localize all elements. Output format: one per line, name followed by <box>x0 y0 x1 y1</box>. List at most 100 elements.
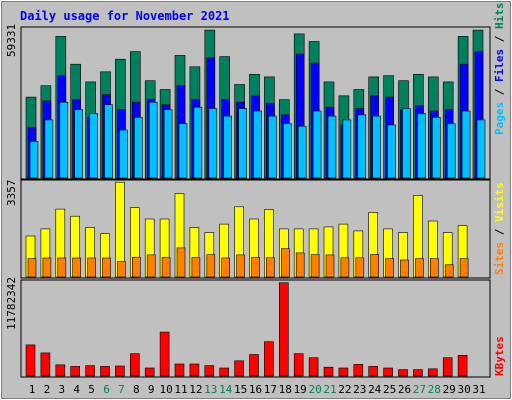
bar-pages-day-23 <box>357 114 367 179</box>
day-label-10: 10 <box>159 383 172 396</box>
day-label-21: 21 <box>323 383 336 396</box>
axis-label-part-visits: Visits <box>493 182 506 222</box>
day-label-3: 3 <box>58 383 65 396</box>
bar-kbytes-day-24 <box>368 366 379 377</box>
bar-sites-day-5 <box>87 257 96 278</box>
bar-kbytes-day-9 <box>144 367 155 377</box>
bar-pages-day-18 <box>282 123 292 179</box>
bar-kbytes-day-29 <box>442 357 453 377</box>
bar-kbytes-day-21 <box>323 366 334 377</box>
bar-pages-day-15 <box>238 108 247 179</box>
bar-sites-day-8 <box>132 256 141 278</box>
bar-kbytes-day-7 <box>115 365 125 377</box>
bar-sites-day-19 <box>295 252 305 278</box>
bar-kbytes-day-30 <box>457 354 468 377</box>
bar-pages-day-30 <box>461 110 471 179</box>
day-label-24: 24 <box>368 383 382 396</box>
day-label-7: 7 <box>118 383 125 396</box>
day-label-13: 13 <box>204 383 217 396</box>
panel-3-axis-label: KBytes <box>493 336 506 376</box>
bar-kbytes-day-20 <box>308 357 319 377</box>
bar-pages-day-4 <box>74 109 83 179</box>
axis-label-part-hits: Hits <box>493 3 506 30</box>
bar-pages-day-3 <box>59 101 69 179</box>
bar-sites-day-16 <box>251 257 260 278</box>
bar-kbytes-day-1 <box>25 344 36 377</box>
bar-pages-day-12 <box>193 106 203 179</box>
bar-kbytes-day-22 <box>338 367 349 377</box>
bar-pages-day-28 <box>431 117 441 179</box>
bar-sites-day-26 <box>400 259 409 278</box>
day-label-19: 19 <box>294 383 307 396</box>
day-label-25: 25 <box>383 383 396 396</box>
bar-pages-day-8 <box>134 117 143 179</box>
bar-pages-day-21 <box>327 115 337 179</box>
bar-kbytes-day-4 <box>70 366 80 377</box>
bar-pages-day-26 <box>402 108 411 179</box>
day-label-29: 29 <box>443 383 456 396</box>
bar-sites-day-7 <box>117 261 126 278</box>
bar-sites-day-10 <box>161 257 171 278</box>
bar-pages-day-16 <box>253 110 262 179</box>
bar-sites-day-1 <box>27 258 37 278</box>
bar-sites-day-29 <box>444 264 454 278</box>
bar-sites-day-22 <box>340 257 350 278</box>
panel-2-axis-label: Sites / Visits <box>493 182 506 275</box>
day-label-31: 31 <box>472 383 485 396</box>
bar-sites-day-25 <box>385 258 394 278</box>
bar-pages-day-17 <box>268 115 277 179</box>
bar-sites-day-11 <box>176 247 186 278</box>
bar-pages-day-13 <box>208 108 218 179</box>
bar-kbytes-day-3 <box>55 364 66 377</box>
axis-label-part--: / <box>493 222 506 242</box>
bar-kbytes-day-14 <box>219 367 229 377</box>
bar-pages-day-10 <box>163 109 173 179</box>
day-label-17: 17 <box>264 383 277 396</box>
day-label-27: 27 <box>413 383 426 396</box>
bar-pages-day-19 <box>297 125 307 179</box>
panel-3-max-label: 11782342 <box>5 277 18 330</box>
bar-kbytes-day-19 <box>293 353 304 377</box>
bar-kbytes-day-6 <box>100 366 110 377</box>
bar-kbytes-day-18 <box>278 282 289 377</box>
bar-sites-day-3 <box>57 257 67 278</box>
bar-sites-day-20 <box>310 254 320 278</box>
bar-pages-day-14 <box>223 115 232 179</box>
bar-sites-day-13 <box>206 254 216 278</box>
bar-kbytes-day-13 <box>204 365 215 377</box>
axis-label-part--: / <box>493 82 506 102</box>
bar-sites-day-15 <box>236 254 245 278</box>
bar-kbytes-day-28 <box>427 368 438 377</box>
day-label-4: 4 <box>73 383 80 396</box>
bar-kbytes-day-15 <box>234 360 244 377</box>
bar-sites-day-6 <box>102 257 111 278</box>
bar-sites-day-24 <box>370 254 380 278</box>
panel-2-max-label: 3357 <box>5 180 18 207</box>
bar-sites-day-18 <box>280 248 290 278</box>
day-label-22: 22 <box>338 383 351 396</box>
day-label-20: 20 <box>308 383 321 396</box>
bar-kbytes-day-11 <box>174 363 185 377</box>
bar-pages-day-27 <box>417 113 426 179</box>
bar-sites-day-30 <box>459 258 469 278</box>
chart-title: Daily usage for November 2021 <box>20 9 230 23</box>
day-label-2: 2 <box>44 383 51 396</box>
day-label-30: 30 <box>457 383 470 396</box>
day-label-28: 28 <box>428 383 441 396</box>
day-label-18: 18 <box>279 383 292 396</box>
day-label-11: 11 <box>174 383 187 396</box>
bar-kbytes-day-2 <box>40 352 51 377</box>
bar-sites-day-23 <box>355 257 365 278</box>
bar-kbytes-day-26 <box>398 369 408 377</box>
axis-label-part--: / <box>493 29 506 49</box>
axis-label-part-pages: Pages <box>493 102 506 135</box>
bar-kbytes-day-8 <box>130 353 140 377</box>
bar-kbytes-day-16 <box>249 354 259 377</box>
day-label-23: 23 <box>353 383 366 396</box>
day-label-6: 6 <box>103 383 110 396</box>
bar-pages-day-9 <box>148 101 158 179</box>
bar-pages-day-31 <box>476 119 486 179</box>
day-label-12: 12 <box>189 383 202 396</box>
